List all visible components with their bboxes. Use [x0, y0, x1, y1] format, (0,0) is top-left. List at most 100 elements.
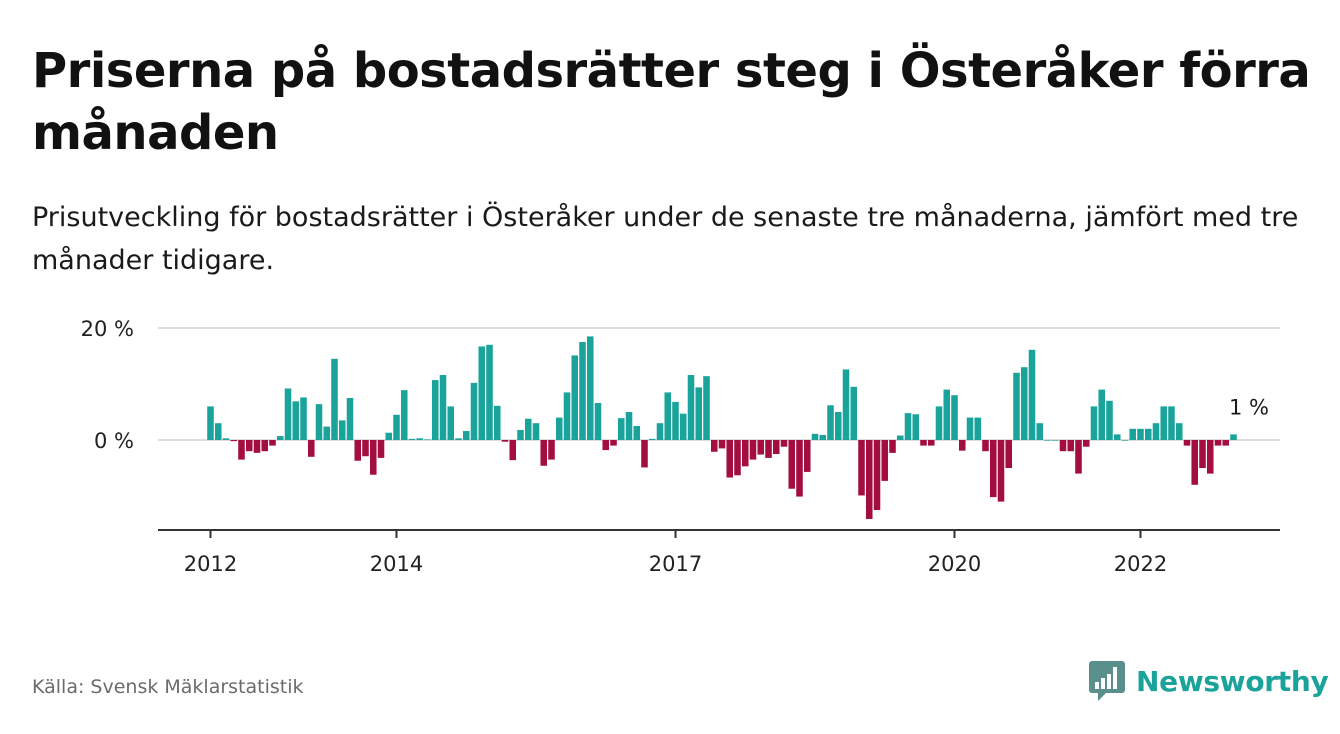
bar — [1028, 349, 1036, 440]
chart-title: Priserna på bostadsrätter steg i Österåk… — [32, 43, 1311, 161]
bar — [834, 412, 842, 440]
bar — [602, 440, 610, 451]
bar — [416, 438, 424, 440]
bar — [571, 355, 579, 440]
bar — [927, 440, 935, 446]
bar — [842, 369, 850, 440]
bar — [1098, 389, 1106, 440]
newsworthy-logo-icon — [1089, 661, 1125, 701]
bar — [819, 434, 827, 440]
bar — [362, 440, 369, 457]
bar — [214, 423, 222, 440]
bar — [1183, 440, 1191, 446]
bar — [1137, 428, 1144, 440]
bar — [307, 440, 315, 457]
bar — [780, 440, 788, 447]
bar — [1129, 428, 1137, 440]
bar — [276, 436, 284, 440]
bar — [1090, 406, 1098, 440]
brand-name: Newsworthy — [1136, 664, 1329, 698]
bar — [548, 440, 555, 460]
bar — [811, 433, 819, 440]
bar — [315, 404, 323, 440]
bar — [1199, 440, 1206, 468]
bar — [989, 440, 997, 498]
bar — [207, 406, 214, 440]
bar — [1106, 400, 1113, 440]
bar — [904, 413, 912, 440]
last-value-annotation: 1 % — [1229, 395, 1269, 419]
bar — [1222, 440, 1230, 446]
bar — [625, 412, 633, 440]
bar — [796, 440, 803, 497]
bar — [1067, 440, 1075, 452]
bar — [238, 440, 245, 460]
bar — [1121, 440, 1129, 441]
bar — [757, 440, 765, 455]
bar — [284, 388, 292, 440]
bar — [951, 395, 958, 440]
bar — [982, 440, 989, 452]
bar — [253, 440, 261, 453]
bar — [703, 376, 710, 440]
bar — [958, 440, 966, 451]
bar — [641, 440, 648, 468]
bar — [803, 440, 811, 472]
bar — [1206, 440, 1214, 474]
brand-logo[interactable]: Newsworthy — [1088, 660, 1329, 702]
bar — [346, 398, 354, 440]
bar — [493, 405, 501, 440]
bar — [997, 440, 1005, 502]
bar — [718, 440, 726, 449]
bar — [858, 440, 865, 496]
bar — [827, 405, 834, 440]
bar — [245, 440, 253, 452]
bar — [1013, 372, 1020, 440]
bar — [1160, 406, 1168, 440]
bar — [920, 440, 927, 446]
bar — [323, 426, 331, 440]
bar — [850, 386, 858, 440]
x-tick-label: 2022 — [1114, 552, 1167, 576]
bar — [679, 413, 687, 440]
bar — [912, 414, 920, 440]
axis-labels: 0 % 20 % 2012 2014 2017 2020 2022 1 % — [81, 317, 1269, 576]
bar — [369, 440, 377, 475]
y-tick-label: 0 % — [94, 429, 134, 453]
bar — [1020, 367, 1028, 440]
bar — [586, 336, 594, 440]
bar — [734, 440, 741, 476]
bar — [1005, 440, 1013, 468]
bar — [1036, 423, 1044, 440]
bar — [532, 423, 540, 440]
bar — [1152, 423, 1160, 440]
bar — [710, 440, 718, 452]
bar — [222, 438, 230, 440]
bar — [935, 406, 943, 440]
bar — [664, 392, 672, 440]
bars — [207, 336, 1237, 519]
bar — [749, 440, 757, 460]
bar — [300, 397, 307, 440]
bar — [726, 440, 734, 478]
x-tick-label: 2017 — [649, 552, 702, 576]
bar — [455, 438, 462, 440]
bar — [509, 440, 517, 461]
bar — [400, 390, 408, 440]
bar — [633, 426, 641, 440]
bar — [470, 382, 478, 440]
bar — [672, 401, 679, 440]
bar — [331, 358, 338, 440]
bar — [695, 387, 703, 440]
bar — [974, 417, 982, 440]
bar — [889, 440, 896, 453]
bar — [431, 380, 439, 440]
bar — [1044, 440, 1051, 441]
bar — [1175, 423, 1183, 440]
x-tick-label: 2012 — [184, 552, 237, 576]
bar — [1214, 440, 1222, 446]
bar — [1059, 440, 1067, 452]
bar — [462, 431, 470, 440]
bar — [408, 438, 416, 440]
bar — [687, 375, 695, 440]
